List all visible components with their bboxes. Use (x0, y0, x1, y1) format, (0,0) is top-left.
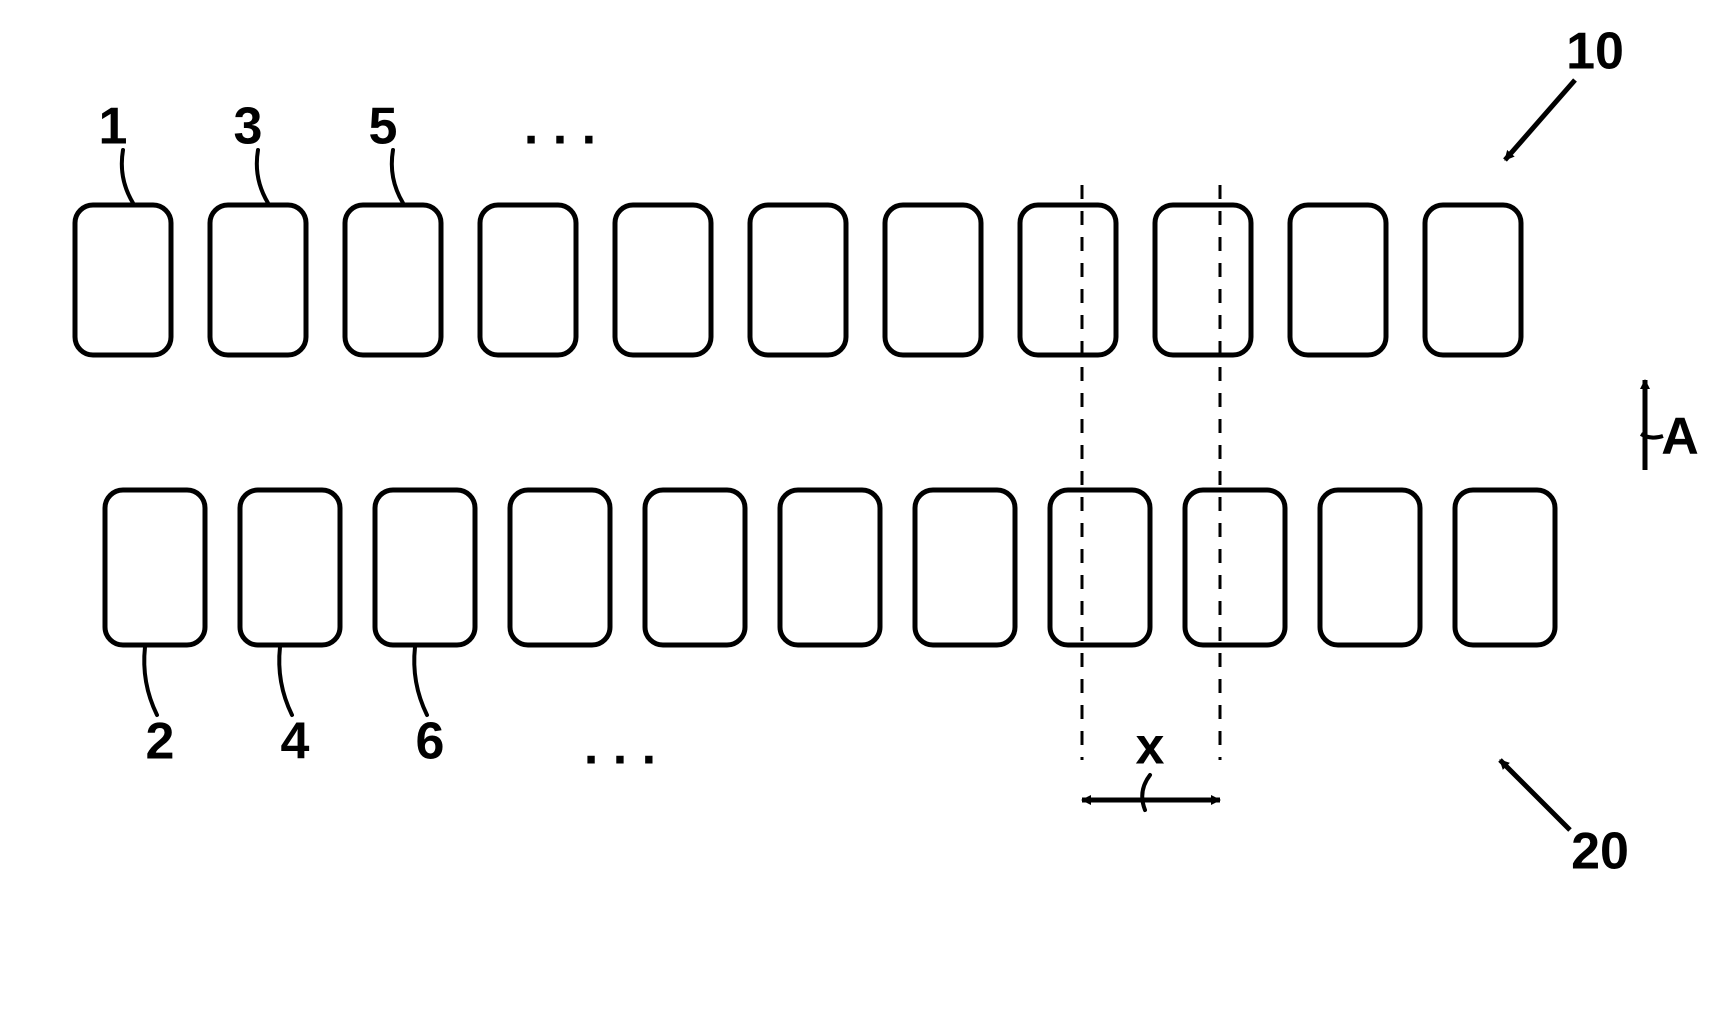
row-top-cell-0 (75, 205, 171, 355)
ellipsis-top: . . . (524, 98, 596, 156)
pointer-10 (1505, 80, 1575, 160)
row-top-cell-4 (615, 205, 711, 355)
row-top-cell-8 (1155, 205, 1251, 355)
row-bottom-cell-7 (1050, 490, 1150, 645)
pointer-20 (1500, 760, 1570, 830)
label-bottom-4: 4 (281, 713, 310, 771)
label-20: 20 (1571, 823, 1629, 881)
ellipsis-bottom: . . . (584, 718, 656, 776)
row-top-cell-3 (480, 205, 576, 355)
label-x: x (1136, 718, 1165, 776)
label-10: 10 (1566, 23, 1624, 81)
row-bottom-cell-8 (1185, 490, 1285, 645)
row-bottom-cell-9 (1320, 490, 1420, 645)
row-top-cell-7 (1020, 205, 1116, 355)
row-top-cell-10 (1425, 205, 1521, 355)
row-top-cell-1 (210, 205, 306, 355)
row-bottom-cell-5 (780, 490, 880, 645)
row-top-cell-6 (885, 205, 981, 355)
tick-A (1641, 434, 1663, 438)
row-top-cell-5 (750, 205, 846, 355)
row-bottom-cell-4 (645, 490, 745, 645)
leader-bottom-6 (414, 647, 427, 715)
leader-bottom-4 (279, 647, 292, 715)
row-top-cell-9 (1290, 205, 1386, 355)
leader-top-5 (392, 150, 403, 203)
row-top-cell-2 (345, 205, 441, 355)
label-top-5: 5 (369, 98, 398, 156)
leader-x (1142, 775, 1150, 810)
label-bottom-6: 6 (416, 713, 445, 771)
leader-top-1 (122, 150, 133, 203)
row-bottom-cell-10 (1455, 490, 1555, 645)
leader-top-3 (257, 150, 268, 203)
row-bottom-cell-1 (240, 490, 340, 645)
row-bottom-cell-3 (510, 490, 610, 645)
label-top-1: 1 (99, 98, 128, 156)
label-A: A (1661, 408, 1699, 466)
row-bottom-cell-6 (915, 490, 1015, 645)
label-top-3: 3 (234, 98, 263, 156)
row-bottom-cell-0 (105, 490, 205, 645)
leader-bottom-2 (144, 647, 157, 715)
label-bottom-2: 2 (146, 713, 175, 771)
row-bottom-cell-2 (375, 490, 475, 645)
